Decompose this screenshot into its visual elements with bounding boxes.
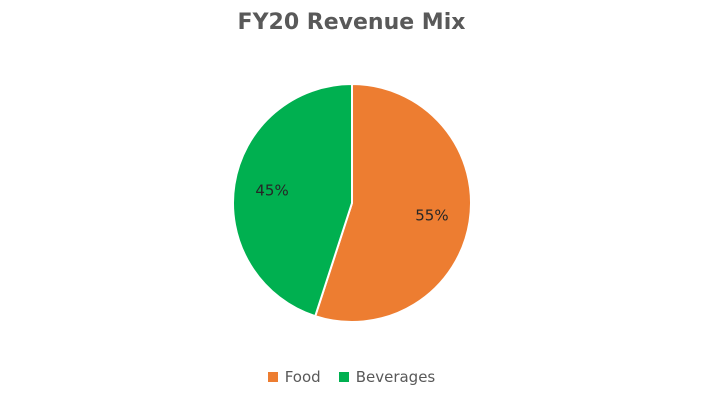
pie-slice-beverages — [232, 82, 353, 318]
pie-slices — [232, 82, 472, 323]
pie-slice-food — [313, 82, 472, 323]
legend-label-food: Food — [284, 368, 321, 386]
legend-swatch-beverages — [338, 372, 349, 382]
legend-item-food: Food — [267, 368, 321, 386]
chart-title: FY20 Revenue Mix — [237, 10, 466, 35]
legend-label-beverages: Beverages — [355, 368, 436, 386]
data-label-beverages: 45% — [255, 181, 288, 199]
legend-swatch-food — [267, 372, 278, 382]
data-label-food: 55% — [415, 207, 448, 225]
legend-item-beverages: Beverages — [338, 368, 436, 386]
legend: Food Beverages — [0, 368, 703, 386]
pie-slice-labels: 55% 45% — [255, 181, 448, 224]
